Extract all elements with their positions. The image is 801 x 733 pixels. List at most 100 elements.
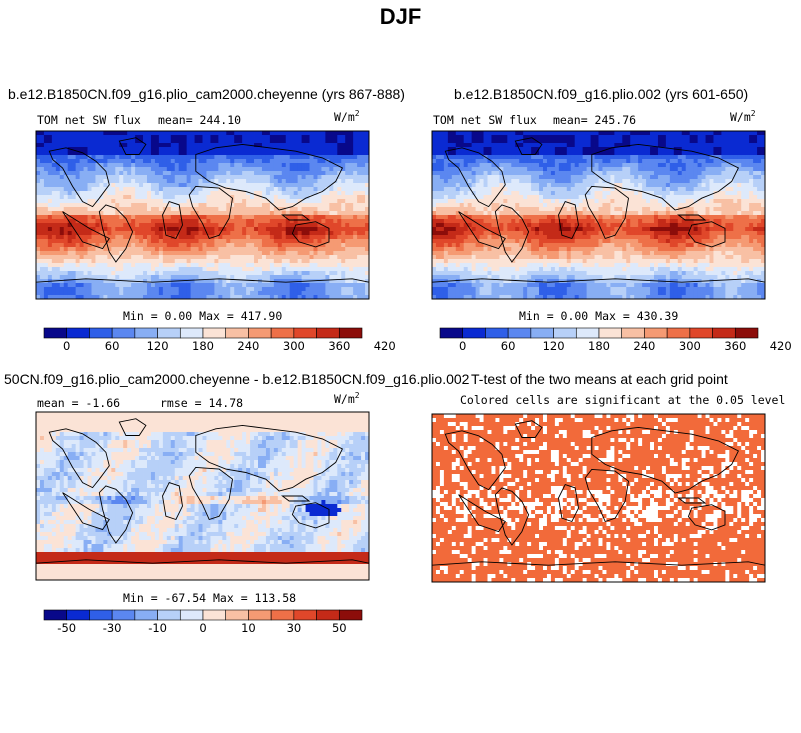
panel-1-cell	[162, 159, 168, 164]
panel-1-cell	[246, 251, 251, 256]
panel-1-cell	[67, 167, 73, 172]
panel-1-cell	[135, 195, 140, 200]
panel-1-cell	[174, 203, 180, 208]
panel-1-cell	[273, 147, 279, 152]
panel-1-cell	[265, 263, 271, 268]
panel-1-cell	[190, 267, 195, 272]
panel-1-cell	[91, 283, 96, 288]
panel-1-cell	[341, 219, 346, 224]
panel-2-cell	[610, 175, 615, 180]
panel-1-cell	[361, 295, 366, 300]
panel-1-cell	[166, 263, 172, 268]
panel-1-cell	[150, 163, 156, 168]
panel-1-cell	[119, 179, 124, 184]
panel-1-cell	[333, 215, 338, 220]
panel-1-cell	[59, 255, 65, 260]
panel-1-cell	[127, 207, 132, 212]
panel-1-cell	[147, 151, 152, 156]
panel-2-cell	[598, 163, 603, 168]
panel-2-cell	[574, 131, 580, 136]
panel-2-cell	[539, 171, 544, 176]
panel-2-cell	[543, 143, 548, 148]
panel-2-cell	[673, 159, 679, 164]
panel-2-cell	[614, 139, 619, 144]
panel-1-cell	[194, 295, 199, 300]
panel-1-cell	[119, 155, 124, 160]
panel-2-cell	[717, 155, 722, 160]
panel-1-cell	[87, 219, 92, 224]
panel-1-cell	[75, 215, 80, 220]
panel-2-cell	[443, 171, 449, 176]
panel-1-cell	[349, 255, 354, 260]
panel-1-cell	[285, 215, 291, 220]
panel-1-cell	[190, 291, 195, 296]
panel-1-cell	[139, 259, 144, 264]
panel-2-cell	[693, 171, 698, 176]
panel-1-cell	[71, 279, 77, 284]
panel-2-cell	[435, 143, 441, 148]
panel-1-cell	[87, 239, 92, 244]
panel-2-cell	[626, 155, 631, 160]
panel-1-cell	[238, 243, 243, 248]
panel-1-cell	[273, 267, 279, 272]
panel-1-cell	[182, 275, 188, 280]
panel-2-cell	[685, 171, 691, 176]
panel-1-cell	[178, 219, 184, 224]
panel-2-cell	[717, 183, 722, 188]
panel-1-cell	[277, 227, 283, 232]
panel-1-cell	[143, 223, 148, 228]
panel-1-cell	[361, 139, 366, 144]
panel-1-cell	[87, 287, 92, 292]
panel-1-cell	[242, 143, 247, 148]
panel-1-cell	[123, 283, 128, 288]
panel-1-cell	[361, 271, 366, 276]
panel-1-cell	[178, 147, 184, 152]
panel-1-cell	[55, 191, 61, 196]
panel-2-cell	[650, 171, 655, 176]
panel-1-cell	[357, 211, 362, 216]
panel-1-cell	[293, 167, 299, 172]
panel-1-cell	[59, 159, 65, 164]
panel-1-cell	[325, 179, 330, 184]
panel-1-cell	[265, 247, 271, 252]
panel-1-cell	[353, 243, 358, 248]
panel-1-cell	[99, 279, 104, 284]
panel-1-cell	[341, 267, 346, 272]
panel-2-cell	[721, 143, 726, 148]
panel-1-cell	[345, 227, 350, 232]
panel-1-cell	[361, 147, 366, 152]
panel-1-cell	[107, 131, 112, 136]
panel-1-cell	[198, 179, 203, 184]
panel-1-cell	[273, 159, 279, 164]
panel-2-cell	[451, 155, 457, 160]
panel-2-cell	[614, 171, 619, 176]
panel-1-cell	[83, 175, 88, 180]
panel-1-cell	[353, 259, 358, 264]
panel-1-cell	[150, 139, 156, 144]
panel-1-cell	[293, 163, 299, 168]
panel-1-cell	[158, 263, 164, 268]
panel-1-cell	[178, 199, 184, 204]
panel-1-cell	[186, 215, 191, 220]
panel-1-cell	[206, 211, 211, 216]
panel-2-cell	[705, 191, 710, 196]
panel-1-cell	[43, 219, 49, 224]
panel-1-cell	[186, 159, 191, 164]
panel-2-cell	[650, 179, 655, 184]
panel-1-cell	[273, 175, 279, 180]
panel-2-cell	[689, 139, 695, 144]
panel-1-cell	[119, 239, 124, 244]
panel-1-cell	[333, 199, 338, 204]
panel-1-cell	[277, 155, 283, 160]
panel-1-cell	[254, 275, 259, 280]
panel-1-cell	[166, 171, 172, 176]
panel-1-cell	[297, 267, 302, 272]
panel-2-cell	[475, 175, 480, 180]
panel-1-cell	[147, 231, 152, 236]
panel-1-cell	[166, 179, 172, 184]
panel-1-cell	[202, 267, 207, 272]
panel-2-cell	[459, 147, 465, 152]
panel-1-cell	[59, 227, 65, 232]
panel-1-cell	[345, 147, 350, 152]
panel-1-cell	[329, 283, 334, 288]
